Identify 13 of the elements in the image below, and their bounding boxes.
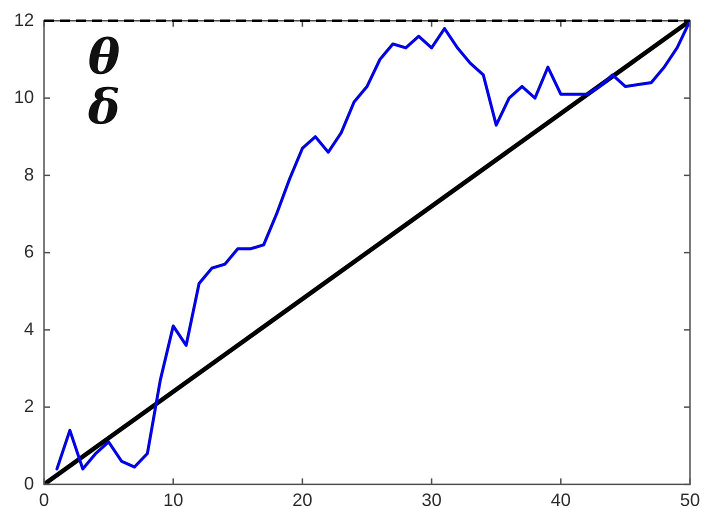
x-tick-label: 20	[292, 490, 312, 510]
x-tick-label: 50	[680, 490, 700, 510]
y-tick-label: 10	[14, 87, 34, 108]
y-tick-label: 4	[24, 318, 34, 339]
x-tick-label: 40	[550, 490, 571, 510]
x-tick-label: 0	[39, 490, 50, 510]
x-tick-label: 10	[163, 490, 184, 510]
y-tick-label: 12	[14, 10, 34, 30]
y-tick-label: 2	[24, 396, 34, 416]
x-tick-label: 30	[422, 490, 442, 510]
y-tick-label: 8	[24, 164, 34, 184]
y-tick-label: 0	[24, 473, 34, 494]
y-tick-label: 6	[24, 242, 34, 262]
